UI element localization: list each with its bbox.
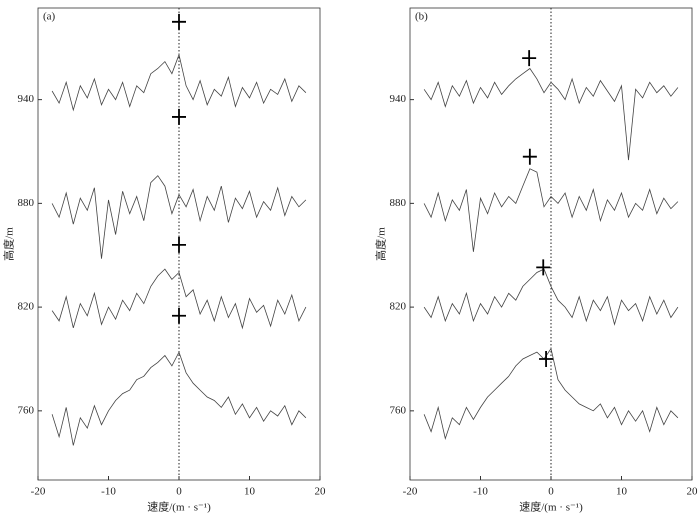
spectrum-line — [423, 268, 679, 326]
spectrum-line — [51, 351, 307, 446]
spectrum-line — [51, 268, 307, 330]
peak-marker — [522, 148, 537, 165]
spectrum-line — [423, 168, 679, 252]
y-tick-label: 820 — [390, 301, 407, 313]
panel-label: (a) — [43, 11, 56, 23]
peak-marker — [172, 13, 186, 30]
x-tick-label: 10 — [616, 486, 628, 498]
peak-marker — [522, 50, 537, 67]
x-tick-label: 0 — [548, 486, 554, 498]
y-tick-label: 940 — [390, 93, 407, 105]
y-axis-label: 高度/m — [374, 227, 388, 261]
y-tick-label: 880 — [390, 197, 407, 209]
peak-marker — [172, 307, 186, 324]
spectrum-line — [423, 347, 679, 440]
x-axis-label: 速度/(m · s⁻¹) — [147, 500, 211, 514]
x-tick-label: 20 — [687, 486, 699, 498]
y-tick-label: 760 — [390, 404, 407, 416]
y-tick-label: 820 — [18, 301, 35, 313]
y-axis-label: 高度/m — [2, 227, 16, 261]
peak-marker — [172, 236, 186, 253]
peak-marker — [172, 108, 186, 125]
x-axis-label: 速度/(m · s⁻¹) — [519, 500, 583, 514]
spectrum-line — [51, 175, 307, 259]
x-tick-label: -10 — [473, 486, 488, 498]
y-tick-label: 760 — [18, 404, 35, 416]
x-tick-label: -20 — [403, 486, 418, 498]
x-tick-label: 0 — [176, 486, 182, 498]
y-tick-label: 880 — [18, 197, 35, 209]
peak-marker — [539, 350, 554, 367]
spectrum-line — [423, 67, 679, 161]
spectrum-line — [51, 53, 307, 112]
x-tick-label: 20 — [315, 486, 327, 498]
peak-marker — [536, 259, 551, 276]
panel-label: (b) — [415, 11, 428, 23]
x-tick-label: 10 — [244, 486, 256, 498]
y-tick-label: 940 — [18, 93, 35, 105]
x-tick-label: -20 — [31, 486, 46, 498]
x-tick-label: -10 — [101, 486, 116, 498]
